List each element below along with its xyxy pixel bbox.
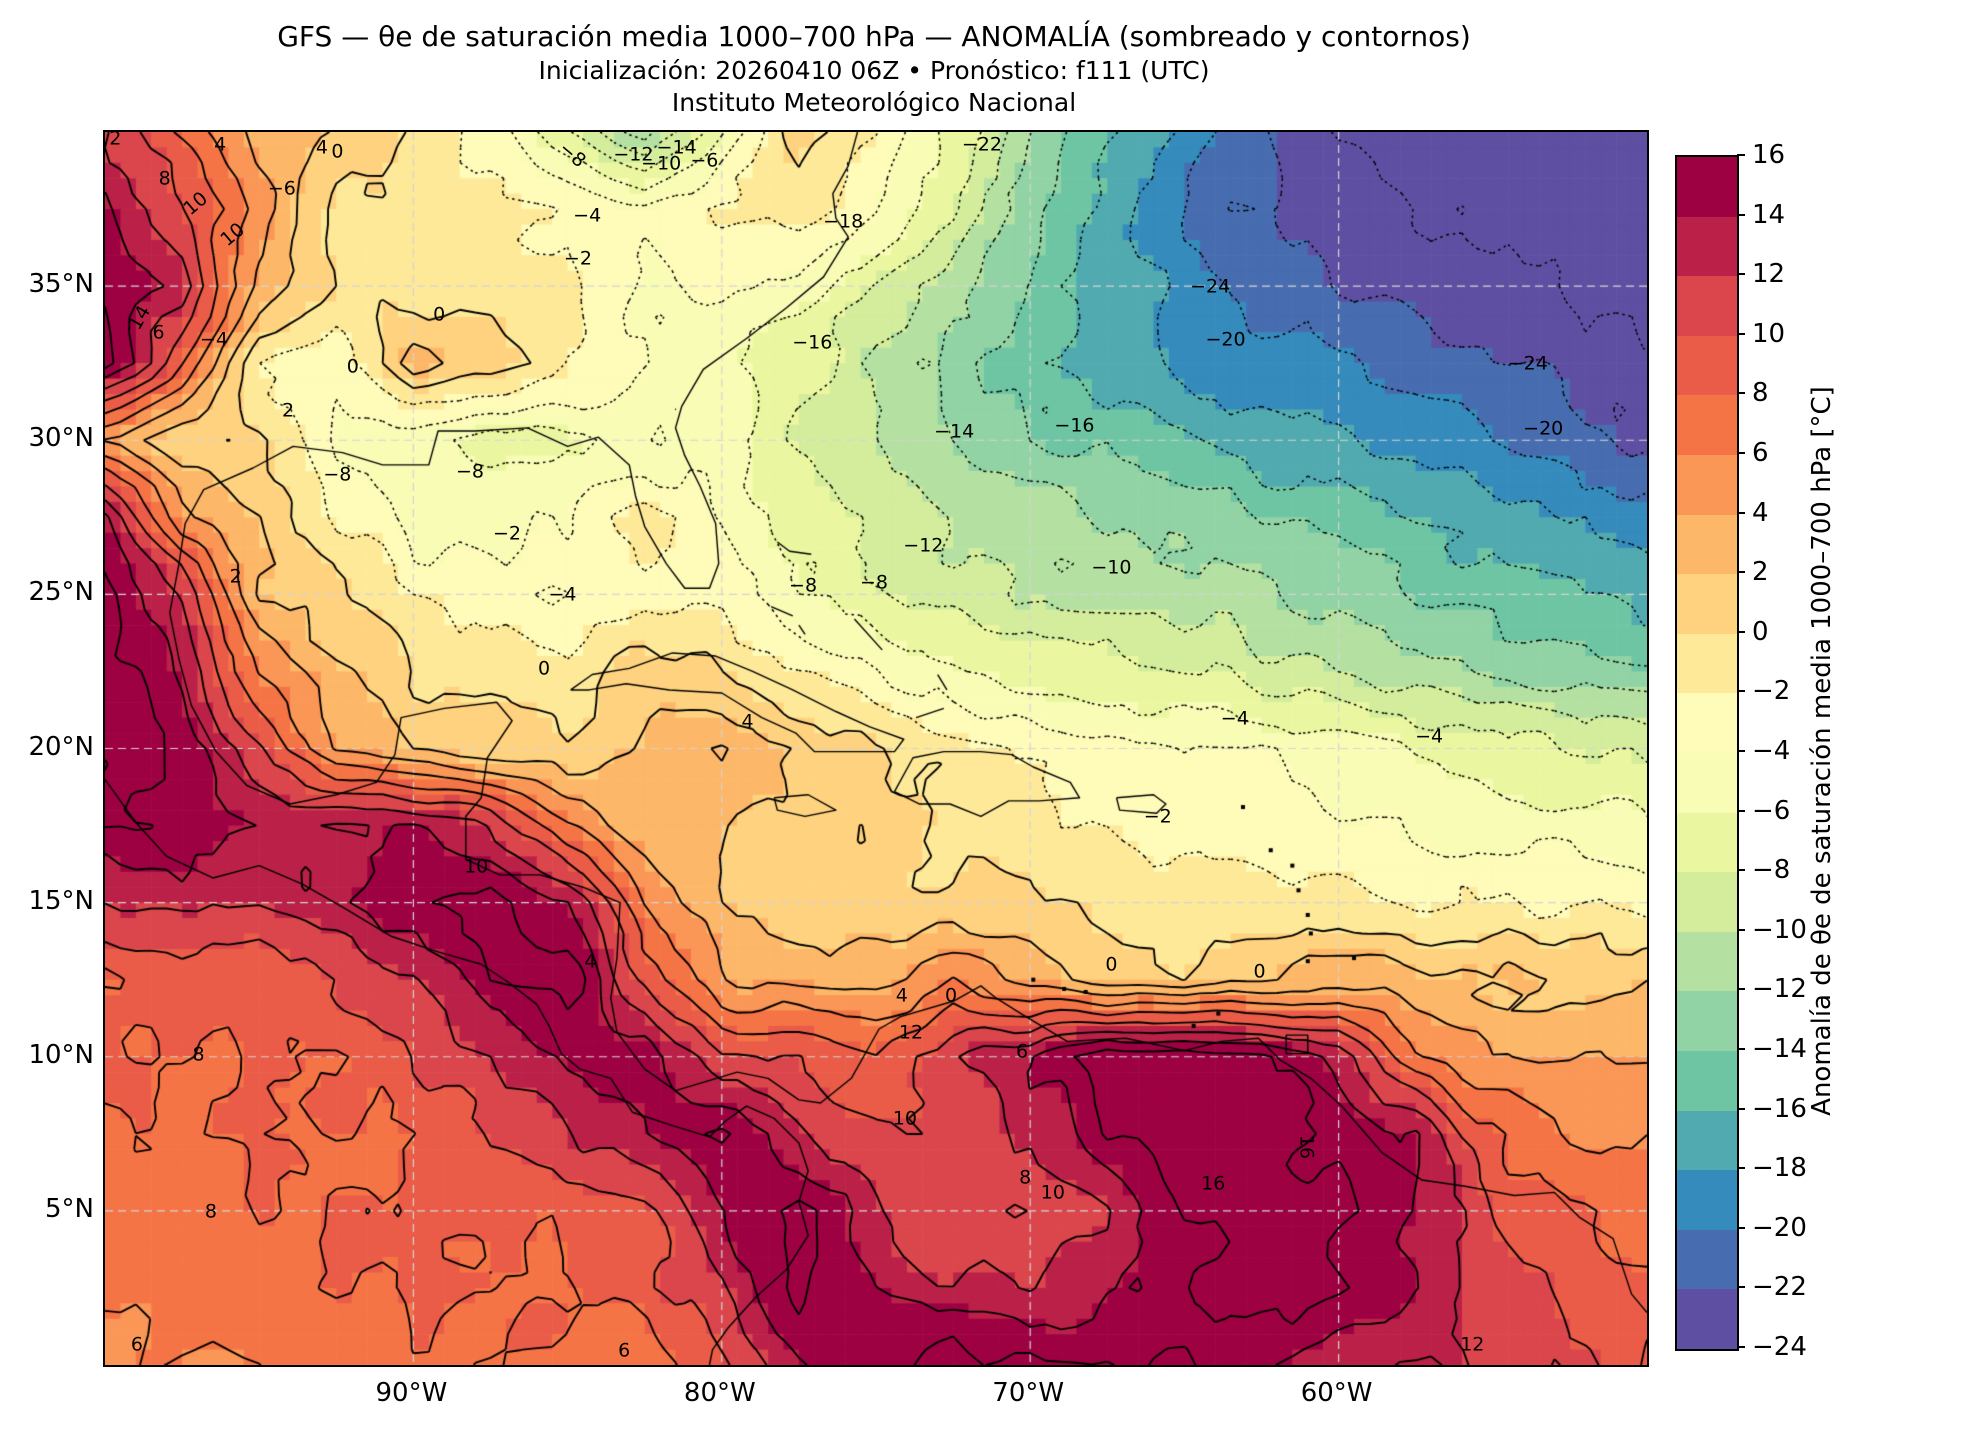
colorbar-tick-label: −8	[1752, 855, 1791, 886]
colorbar-tick-label: −14	[1752, 1034, 1807, 1064]
chart-source: Instituto Meteorológico Nacional	[671, 88, 1077, 117]
colorbar-segment	[1677, 574, 1737, 634]
colorbar-segment	[1677, 1050, 1737, 1111]
colorbar-tickmark	[1737, 928, 1745, 931]
colorbar-tickmark	[1737, 1167, 1745, 1170]
colorbar-tick-label: 14	[1752, 199, 1786, 230]
colorbar-segment	[1677, 931, 1737, 992]
colorbar-segment	[1677, 1229, 1737, 1290]
colorbar-segment	[1677, 276, 1737, 336]
x-tick-label: 90°W	[375, 1378, 448, 1408]
colorbar-tickmark	[1737, 630, 1745, 633]
colorbar-segment	[1677, 1110, 1737, 1171]
colorbar-tickmark	[1737, 1286, 1745, 1289]
colorbar-tickmark	[1737, 571, 1745, 574]
x-tick-label: 60°W	[1300, 1378, 1373, 1408]
colorbar-tick-label: 6	[1752, 438, 1769, 468]
colorbar-tick-label: −4	[1752, 736, 1791, 766]
colorbar-segment	[1677, 335, 1737, 396]
map-canvas	[105, 132, 1647, 1365]
colorbar-segment	[1677, 514, 1737, 575]
colorbar-tick-label: −10	[1752, 914, 1807, 945]
colorbar-segment	[1677, 157, 1737, 217]
colorbar-tickmark	[1737, 213, 1745, 216]
colorbar-tickmark	[1737, 1107, 1745, 1110]
colorbar-tickmark	[1737, 511, 1745, 514]
colorbar-tickmark	[1737, 1048, 1745, 1050]
chart-subtitle: Inicialización: 20260410 06Z • Pronóstic…	[538, 56, 1210, 85]
colorbar-tick-label: −20	[1752, 1212, 1807, 1243]
colorbar-tick-label: −24	[1752, 1332, 1807, 1362]
colorbar	[1675, 155, 1739, 1351]
colorbar-segment	[1677, 454, 1737, 515]
colorbar-tick-label: 16	[1752, 140, 1786, 170]
colorbar-tick-label: 8	[1752, 378, 1769, 409]
colorbar-tickmark	[1737, 690, 1745, 693]
colorbar-tick-label: 0	[1752, 616, 1769, 647]
colorbar-segment	[1677, 633, 1737, 694]
colorbar-tickmark	[1737, 809, 1745, 812]
colorbar-segment	[1677, 693, 1737, 753]
colorbar-tickmark	[1737, 1226, 1745, 1229]
chart-title: GFS — θe de saturación media 1000–700 hP…	[277, 20, 1471, 53]
colorbar-tickmark	[1737, 750, 1745, 752]
x-tick-label: 80°W	[683, 1378, 756, 1408]
colorbar-tickmark	[1737, 869, 1745, 872]
y-tick-label: 35°N	[28, 269, 94, 300]
colorbar-segment	[1677, 991, 1737, 1051]
colorbar-segment	[1677, 812, 1737, 873]
colorbar-tick-label: −18	[1752, 1153, 1807, 1184]
colorbar-tickmark	[1737, 332, 1745, 335]
colorbar-tick-label: 12	[1752, 259, 1786, 290]
colorbar-tick-label: −12	[1752, 974, 1807, 1005]
y-tick-label: 30°N	[28, 423, 94, 454]
x-tick-label: 70°W	[992, 1378, 1065, 1408]
colorbar-tick-label: −6	[1752, 795, 1791, 826]
colorbar-tick-label: −2	[1752, 676, 1791, 707]
colorbar-tickmark	[1737, 988, 1745, 991]
colorbar-tick-label: 4	[1752, 497, 1769, 528]
colorbar-segment	[1677, 216, 1737, 277]
colorbar-segment	[1677, 395, 1737, 455]
colorbar-segment	[1677, 1170, 1737, 1230]
colorbar-tickmark	[1737, 154, 1745, 156]
colorbar-segment	[1677, 872, 1737, 932]
colorbar-tick-label: −22	[1752, 1272, 1807, 1303]
colorbar-tickmark	[1737, 1346, 1745, 1348]
colorbar-label: Anomalía de θe de saturación media 1000–…	[1807, 386, 1837, 1116]
y-tick-label: 15°N	[28, 885, 94, 916]
colorbar-tick-label: 10	[1752, 318, 1786, 349]
colorbar-tick-label: 2	[1752, 557, 1769, 588]
colorbar-tickmark	[1737, 392, 1745, 395]
colorbar-tickmark	[1737, 452, 1745, 454]
y-tick-label: 25°N	[28, 577, 94, 608]
y-tick-label: 20°N	[28, 731, 94, 762]
y-tick-label: 10°N	[28, 1039, 94, 1070]
colorbar-tick-label: −16	[1752, 1093, 1807, 1124]
colorbar-segment	[1677, 752, 1737, 813]
map-plot-area	[103, 130, 1649, 1367]
colorbar-segment	[1677, 1289, 1737, 1349]
y-tick-label: 5°N	[45, 1193, 94, 1224]
colorbar-tickmark	[1737, 273, 1745, 276]
